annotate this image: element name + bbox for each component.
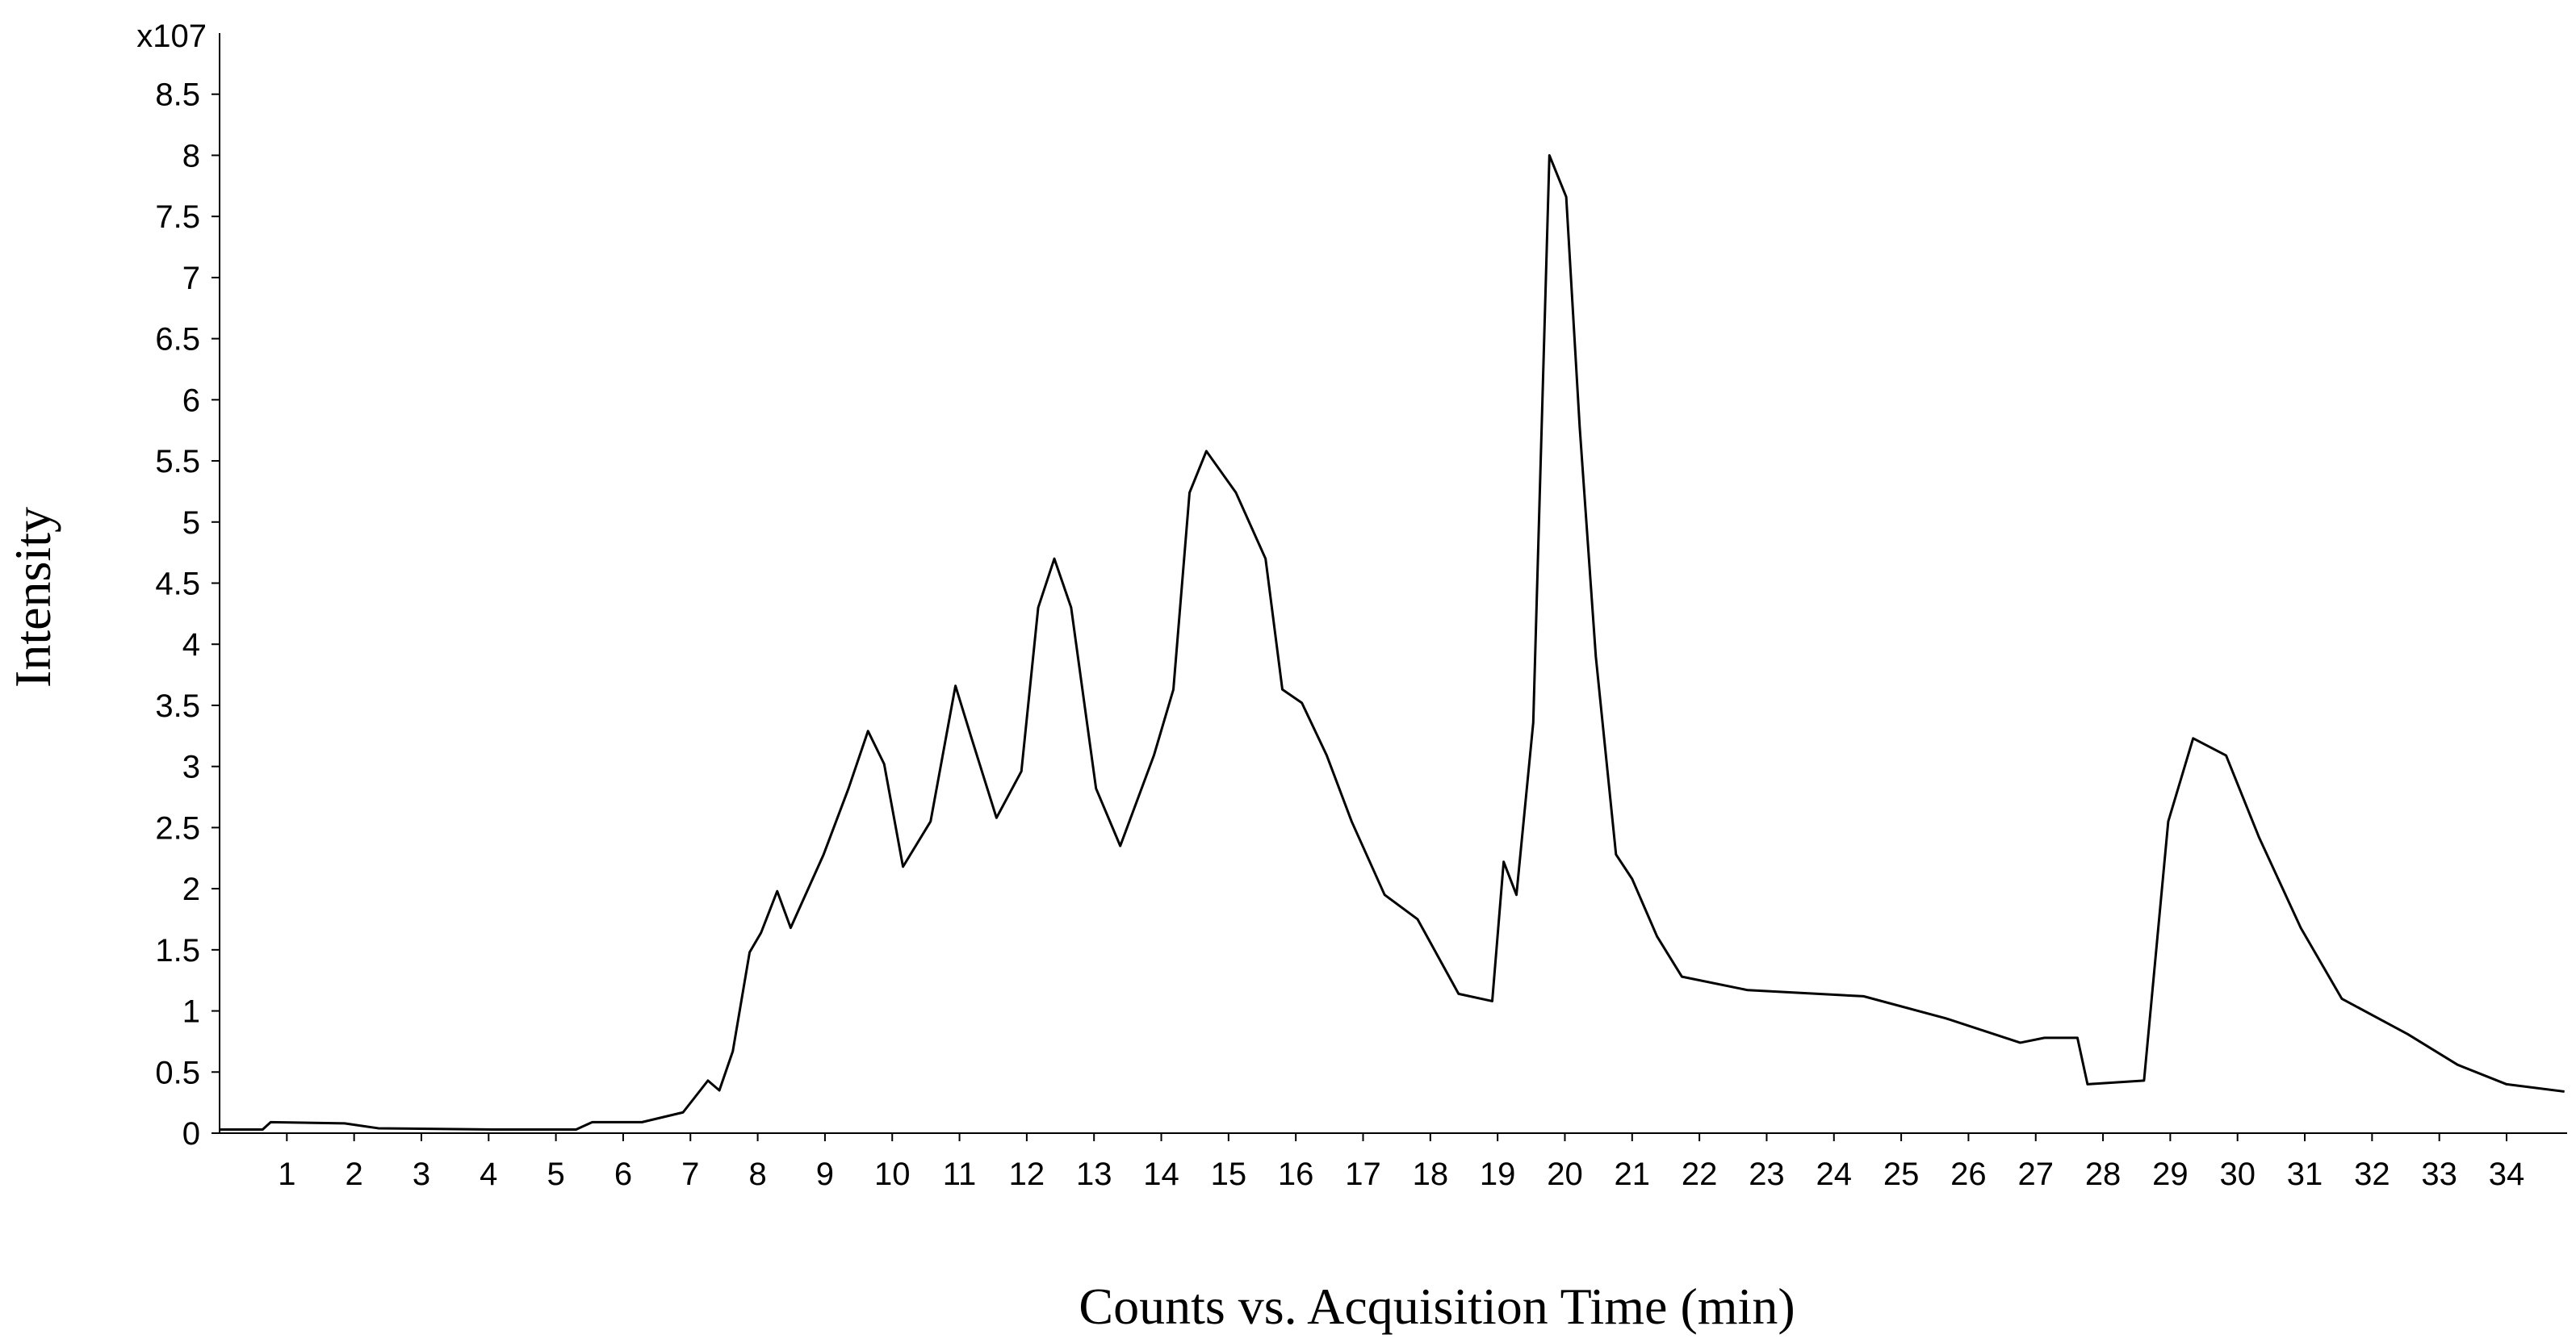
y-tick-label: 1.5 xyxy=(155,933,200,969)
y-tick-label: 2.5 xyxy=(155,810,200,846)
y-axis-title: Intensity xyxy=(4,507,61,688)
x-tick-label: 5 xyxy=(547,1157,564,1192)
y-tick-label: 7 xyxy=(182,261,200,296)
x-tick-label: 34 xyxy=(2489,1157,2525,1192)
y-tick-label: 8 xyxy=(182,138,200,174)
x-tick-label: 1 xyxy=(278,1157,295,1192)
x-tick-label: 14 xyxy=(1143,1157,1179,1192)
x-tick-label: 31 xyxy=(2287,1157,2323,1192)
x-tick-label: 19 xyxy=(1480,1157,1516,1192)
x-tick-label: 21 xyxy=(1615,1157,1651,1192)
x-tick-label: 22 xyxy=(1682,1157,1718,1192)
y-multiplier: x107 xyxy=(136,19,207,54)
y-tick-label: 3.5 xyxy=(155,688,200,724)
data-line xyxy=(220,153,2565,1131)
x-tick-label: 17 xyxy=(1345,1157,1381,1192)
y-tick-label: 4 xyxy=(182,627,200,663)
y-tick-label: 1 xyxy=(182,994,200,1030)
x-tick-label: 32 xyxy=(2354,1157,2390,1192)
x-tick-label: 2 xyxy=(346,1157,363,1192)
x-tick-label: 25 xyxy=(1883,1157,1920,1192)
x-tick-label: 9 xyxy=(816,1157,834,1192)
y-tick-label: 6.5 xyxy=(155,322,200,358)
x-tick-label: 16 xyxy=(1278,1157,1314,1192)
x-tick-label: 27 xyxy=(2017,1157,2054,1192)
x-tick-label: 26 xyxy=(1950,1157,1987,1192)
x-tick-label: 18 xyxy=(1413,1157,1449,1192)
x-tick-label: 15 xyxy=(1211,1157,1247,1192)
x-tick-label: 3 xyxy=(413,1157,430,1192)
y-tick-label: 0 xyxy=(182,1116,200,1152)
y-tick-label: 0.5 xyxy=(155,1055,200,1090)
x-tick-label: 13 xyxy=(1076,1157,1112,1192)
x-tick-label: 10 xyxy=(874,1157,911,1192)
x-tick-label: 8 xyxy=(748,1157,766,1192)
y-tick-label: 5 xyxy=(182,505,200,541)
y-tick-label: 4.5 xyxy=(155,567,200,602)
x-tick-label: 20 xyxy=(1547,1157,1583,1192)
x-tick-label: 6 xyxy=(614,1157,632,1192)
y-tick-label: 7.5 xyxy=(155,199,200,235)
y-tick-label: 3 xyxy=(182,750,200,785)
y-tick-label: 2 xyxy=(182,872,200,907)
x-tick-label: 7 xyxy=(681,1157,699,1192)
x-tick-label: 24 xyxy=(1816,1157,1853,1192)
x-tick-label: 23 xyxy=(1749,1157,1785,1192)
x-tick-label: 29 xyxy=(2152,1157,2189,1192)
y-tick-label: 6 xyxy=(182,383,200,418)
x-tick-label: 30 xyxy=(2219,1157,2256,1192)
x-tick-label: 33 xyxy=(2421,1157,2457,1192)
x-tick-label: 4 xyxy=(480,1157,497,1192)
x-axis-title: Counts vs. Acquisition Time (min) xyxy=(1079,1278,1795,1335)
y-tick-label: 5.5 xyxy=(155,444,200,479)
y-tick-label: 8.5 xyxy=(155,77,200,113)
x-tick-label: 12 xyxy=(1009,1157,1045,1192)
x-tick-label: 28 xyxy=(2085,1157,2122,1192)
x-tick-label: 11 xyxy=(943,1157,977,1192)
